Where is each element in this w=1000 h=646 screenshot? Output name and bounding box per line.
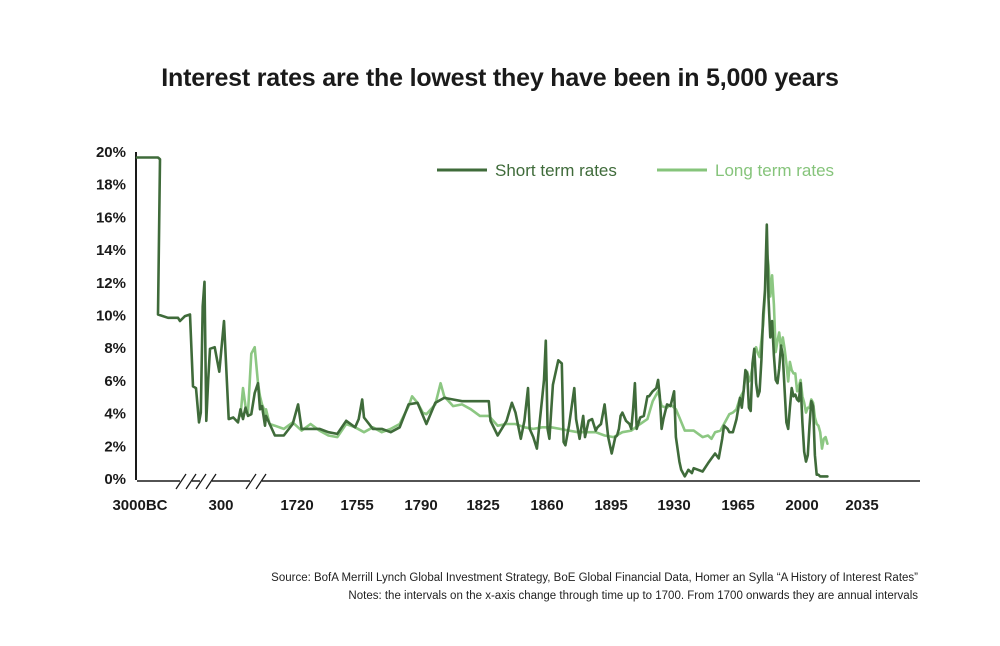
y-tick-label: 2%	[104, 438, 126, 455]
axis-note: Notes: the intervals on the x-axis chang…	[348, 590, 918, 602]
y-tick-label: 12%	[96, 275, 126, 292]
plot-area	[135, 156, 829, 478]
axis-break-mark	[245, 473, 267, 490]
x-tick-label: 1720	[280, 497, 313, 514]
y-tick-label: 18%	[96, 177, 126, 194]
axis-break-mark	[195, 473, 217, 490]
x-tick-label: 1930	[657, 497, 690, 514]
y-tick-label: 4%	[104, 406, 126, 423]
x-tick-label: 1895	[594, 497, 627, 514]
x-tick-label: 2000	[785, 497, 818, 514]
x-tick-label: 1790	[404, 497, 437, 514]
legend-label-short: Short term rates	[495, 161, 617, 180]
legend: Short term rates Long term rates	[437, 161, 834, 180]
y-tick-label: 8%	[104, 340, 126, 357]
axis-break-mark	[175, 473, 197, 490]
y-axis: 0% 2% 4% 6% 8% 10% 12% 14% 16% 18% 20%	[96, 144, 137, 488]
x-tick-label: 3000BC	[112, 497, 167, 514]
y-tick-label: 20%	[96, 144, 126, 161]
x-tick-label: 300	[208, 497, 233, 514]
y-tick-label: 14%	[96, 242, 126, 259]
source-note: Source: BofA Merrill Lynch Global Invest…	[271, 572, 918, 584]
y-tick-label: 6%	[104, 373, 126, 390]
x-tick-label: 1825	[466, 497, 499, 514]
y-tick-label: 0%	[104, 471, 126, 488]
legend-label-long: Long term rates	[715, 161, 834, 180]
x-tick-label: 1965	[721, 497, 754, 514]
long-term-rates-line	[239, 249, 829, 450]
y-tick-label: 10%	[96, 308, 126, 325]
chart-title: Interest rates are the lowest they have …	[161, 64, 839, 92]
x-tick-label: 1755	[340, 497, 373, 514]
x-tick-label: 1860	[530, 497, 563, 514]
y-tick-label: 16%	[96, 209, 126, 226]
x-tick-label: 2035	[845, 497, 878, 514]
short-term-rates-line	[135, 156, 829, 478]
x-axis: 3000BC 300 1720 1755 1790 1825 1860 1895 1930 196…	[112, 473, 920, 514]
